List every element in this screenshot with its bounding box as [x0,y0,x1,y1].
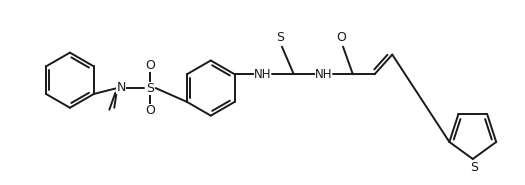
Text: NH: NH [314,68,332,81]
Text: O: O [336,31,346,44]
Text: S: S [276,31,284,44]
Text: O: O [145,104,155,117]
Text: N: N [117,81,126,94]
Text: O: O [145,59,155,72]
Text: NH: NH [254,68,271,81]
Text: S: S [470,161,478,174]
Text: S: S [146,82,154,95]
